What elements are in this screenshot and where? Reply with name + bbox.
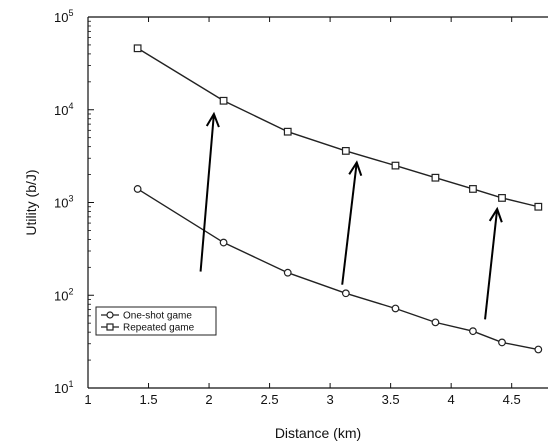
data-point-square (534, 202, 543, 211)
series-line-1 (137, 47, 539, 208)
legend-label-one-shot: One-shot game (123, 311, 192, 322)
x-tick-label: 1.5 (139, 392, 157, 407)
arrow-head (348, 160, 363, 177)
x-axis-label: Distance (km) (275, 425, 361, 441)
y-tick-label: 101 (54, 379, 73, 396)
data-point-circle (219, 238, 228, 247)
legend-box (95, 306, 217, 336)
arrow-shaft (484, 208, 499, 320)
legend-marker-one-shot (106, 311, 114, 319)
arrow-head (205, 111, 220, 128)
data-point-circle (534, 345, 543, 354)
x-tick-label: 3 (326, 392, 333, 407)
x-tick-label: 2 (205, 392, 212, 407)
y-axis-label: Utility (b/J) (23, 169, 39, 235)
data-point-circle (391, 304, 400, 313)
arrow-shaft (199, 113, 215, 272)
data-point-square (431, 173, 440, 182)
legend: One-shot game Repeated game (95, 306, 217, 336)
data-point-circle (283, 268, 292, 277)
legend-marker-repeated (106, 323, 114, 331)
series-group (133, 44, 543, 354)
data-point-square (391, 161, 400, 170)
data-point-circle (469, 327, 477, 336)
axes (87, 16, 548, 389)
data-point-square (219, 96, 228, 105)
x-tick-label: 4.5 (503, 392, 521, 407)
x-tick-label: 2.5 (261, 392, 279, 407)
y-tick-label: 103 (54, 194, 73, 211)
arrow-shaft (341, 162, 358, 285)
data-point-square (498, 194, 506, 202)
legend-label-repeated: Repeated game (123, 323, 195, 334)
y-tick-label: 104 (54, 101, 73, 118)
x-tick-label: 4 (448, 392, 455, 407)
data-point-square (283, 127, 292, 136)
x-tick-label: 1 (84, 392, 91, 407)
data-point-circle (133, 185, 142, 193)
tick-labels: 1 1.5 2 2.5 3 3.5 4 4.5 101 102 103 104 105 (54, 8, 521, 407)
data-point-circle (498, 338, 506, 347)
data-point-circle (431, 318, 440, 327)
x-tick-label: 3.5 (382, 392, 400, 407)
annotation-arrows (199, 111, 503, 320)
y-tick-label: 105 (54, 8, 73, 25)
data-point-circle (341, 289, 350, 298)
arrow-head (488, 206, 503, 223)
data-point-square (469, 185, 477, 193)
data-point-square (341, 147, 350, 155)
y-tick-label: 102 (54, 286, 73, 303)
data-point-square (133, 44, 142, 53)
